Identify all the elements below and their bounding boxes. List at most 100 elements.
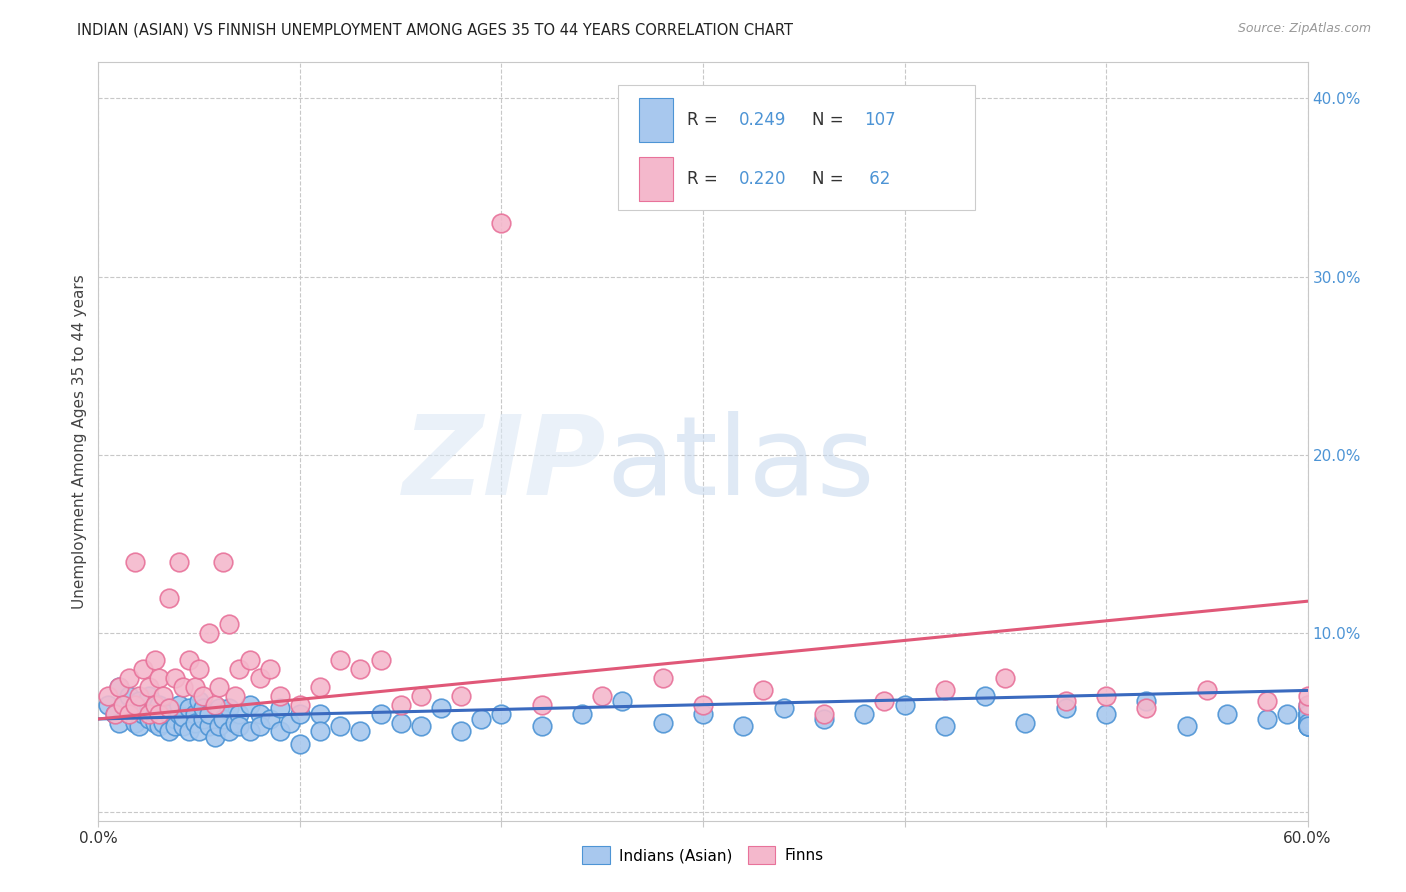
Point (132, 706, 155, 721)
Point (179, 701, 201, 715)
Point (470, 712, 492, 726)
Point (813, 706, 835, 721)
Point (97, 698, 120, 712)
Point (309, 680, 332, 694)
Point (1256, 694, 1278, 708)
Text: Source: ZipAtlas.com: Source: ZipAtlas.com (1237, 22, 1371, 36)
Point (430, 701, 453, 715)
Point (212, 555, 235, 569)
Point (228, 706, 250, 721)
Point (772, 701, 794, 715)
Point (157, 701, 180, 715)
Point (1277, 706, 1299, 721)
Point (288, 737, 311, 751)
Point (193, 701, 215, 715)
Point (1216, 706, 1239, 721)
Point (124, 701, 146, 715)
Point (97, 689, 120, 703)
Point (132, 662, 155, 676)
Point (218, 617, 240, 632)
Point (184, 715, 207, 730)
Point (143, 715, 166, 730)
Point (249, 671, 271, 685)
Point (934, 719, 956, 733)
Point (934, 683, 956, 698)
Point (259, 712, 281, 726)
Point (228, 719, 250, 733)
Point (212, 712, 235, 726)
Point (193, 712, 215, 726)
Point (1296, 698, 1319, 712)
Point (309, 706, 332, 721)
Text: INDIAN (ASIAN) VS FINNISH UNEMPLOYMENT AMONG AGES 35 TO 44 YEARS CORRELATION CHA: INDIAN (ASIAN) VS FINNISH UNEMPLOYMENT A… (77, 22, 793, 37)
Point (167, 706, 190, 721)
Point (288, 698, 311, 712)
Point (278, 715, 301, 730)
Point (103, 706, 125, 721)
Point (1135, 701, 1157, 715)
Point (530, 698, 553, 712)
Point (152, 715, 174, 730)
Point (491, 706, 513, 721)
Point (148, 698, 170, 712)
Point (349, 662, 371, 676)
Point (409, 719, 432, 733)
Point (143, 706, 166, 721)
Point (198, 706, 221, 721)
Point (1296, 719, 1319, 733)
Point (118, 689, 141, 703)
Point (1296, 706, 1319, 721)
Point (1296, 715, 1319, 730)
Text: 0.249: 0.249 (740, 111, 786, 128)
Point (1095, 689, 1118, 703)
Point (249, 719, 271, 733)
Point (208, 701, 231, 715)
Point (450, 689, 472, 703)
Point (138, 701, 160, 715)
Point (591, 689, 613, 703)
Point (218, 701, 240, 715)
Point (193, 689, 215, 703)
Point (1296, 706, 1319, 721)
Point (148, 671, 170, 685)
Point (349, 724, 371, 739)
Text: 107: 107 (863, 111, 896, 128)
Point (172, 719, 194, 733)
Point (853, 706, 876, 721)
Point (893, 698, 915, 712)
Point (1054, 694, 1077, 708)
Point (138, 712, 160, 726)
Point (1175, 719, 1198, 733)
Point (118, 671, 141, 685)
Point (132, 698, 155, 712)
FancyBboxPatch shape (638, 157, 673, 201)
Point (143, 653, 166, 667)
Text: R =: R = (688, 169, 723, 187)
Text: atlas: atlas (606, 411, 875, 517)
Point (167, 698, 190, 712)
Point (224, 689, 246, 703)
Point (124, 715, 146, 730)
Point (179, 724, 201, 739)
Point (163, 671, 186, 685)
Point (873, 694, 896, 708)
Point (228, 662, 250, 676)
Point (188, 724, 211, 739)
Point (1296, 701, 1319, 715)
Point (1014, 715, 1036, 730)
Text: ZIP: ZIP (402, 411, 606, 517)
Point (163, 712, 186, 726)
Text: 0.220: 0.220 (740, 169, 787, 187)
Point (103, 706, 125, 721)
Point (124, 698, 146, 712)
Point (1296, 712, 1319, 726)
Point (1135, 694, 1157, 708)
Point (329, 719, 352, 733)
Point (184, 680, 207, 694)
Point (208, 680, 231, 694)
Point (208, 719, 231, 733)
Point (733, 719, 755, 733)
Point (239, 724, 262, 739)
Point (152, 706, 174, 721)
Y-axis label: Unemployment Among Ages 35 to 44 years: Unemployment Among Ages 35 to 44 years (72, 274, 87, 609)
